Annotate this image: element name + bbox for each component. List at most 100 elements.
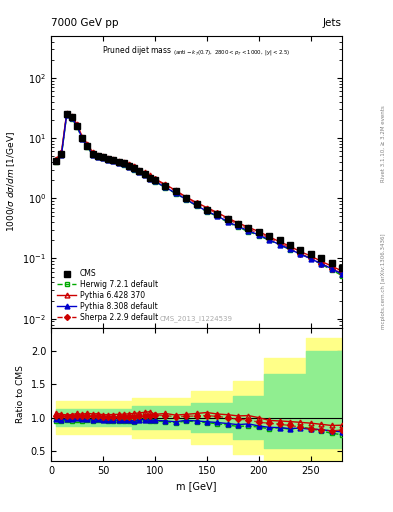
Pythia 6.428 370 (309, 253, 313, 259)
Sherpa 2.2.9 default (90, 150, 95, 156)
Herwig 7.2.1 default (101, 155, 105, 161)
Line: Herwig 7.2.1 default: Herwig 7.2.1 default (54, 113, 344, 278)
Sherpa 2.2.9 default (194, 200, 199, 206)
Pythia 8.308 default (132, 166, 136, 172)
Pythia 6.428 370 (85, 141, 90, 147)
Pythia 6.428 370 (111, 156, 116, 162)
Herwig 7.2.1 default (225, 219, 230, 225)
Pythia 8.308 default (111, 158, 116, 164)
Pythia 8.308 default (152, 178, 157, 184)
CMS (54, 158, 59, 164)
CMS (340, 265, 344, 271)
Sherpa 2.2.9 default (246, 226, 251, 232)
Text: 7000 GeV pp: 7000 GeV pp (51, 18, 119, 28)
Pythia 8.308 default (127, 164, 131, 170)
Text: mcplots.cern.ch [arXiv:1306.3436]: mcplots.cern.ch [arXiv:1306.3436] (381, 234, 386, 329)
CMS (90, 151, 95, 157)
CMS (163, 183, 168, 189)
CMS (127, 162, 131, 168)
Pythia 8.308 default (340, 271, 344, 277)
CMS (267, 232, 272, 239)
CMS (132, 165, 136, 171)
Herwig 7.2.1 default (329, 267, 334, 273)
Herwig 7.2.1 default (132, 166, 136, 173)
Sherpa 2.2.9 default (267, 235, 272, 241)
Text: CMS_2013_I1224539: CMS_2013_I1224539 (160, 315, 233, 322)
Herwig 7.2.1 default (184, 197, 189, 203)
Pythia 6.428 370 (246, 224, 251, 230)
Sherpa 2.2.9 default (95, 153, 100, 159)
Sherpa 2.2.9 default (184, 195, 189, 201)
Herwig 7.2.1 default (309, 255, 313, 262)
Pythia 6.428 370 (215, 209, 220, 216)
Herwig 7.2.1 default (298, 251, 303, 257)
X-axis label: m [GeV]: m [GeV] (176, 481, 217, 491)
Text: Jets: Jets (323, 18, 342, 28)
CMS (298, 247, 303, 253)
Herwig 7.2.1 default (64, 112, 69, 118)
Sherpa 2.2.9 default (59, 150, 64, 156)
CMS (59, 151, 64, 157)
Pythia 6.428 370 (127, 161, 131, 167)
Pythia 6.428 370 (64, 110, 69, 116)
CMS (194, 201, 199, 207)
CMS (225, 216, 230, 222)
Herwig 7.2.1 default (340, 272, 344, 279)
Pythia 6.428 370 (137, 166, 142, 173)
Herwig 7.2.1 default (85, 144, 90, 150)
Sherpa 2.2.9 default (215, 210, 220, 217)
Sherpa 2.2.9 default (116, 159, 121, 165)
Pythia 6.428 370 (147, 173, 152, 179)
Pythia 8.308 default (204, 208, 209, 215)
Herwig 7.2.1 default (80, 136, 84, 142)
Pythia 6.428 370 (75, 121, 79, 127)
Pythia 6.428 370 (106, 155, 110, 161)
Pythia 6.428 370 (319, 258, 323, 264)
Legend: CMS, Herwig 7.2.1 default, Pythia 6.428 370, Pythia 8.308 default, Sherpa 2.2.9 : CMS, Herwig 7.2.1 default, Pythia 6.428 … (55, 267, 161, 324)
Sherpa 2.2.9 default (111, 157, 116, 163)
Pythia 6.428 370 (194, 200, 199, 206)
Pythia 6.428 370 (152, 176, 157, 182)
Pythia 8.308 default (225, 219, 230, 225)
CMS (70, 114, 74, 120)
Pythia 6.428 370 (54, 156, 59, 162)
CMS (101, 154, 105, 160)
Pythia 8.308 default (142, 172, 147, 178)
Sherpa 2.2.9 default (298, 251, 303, 257)
CMS (80, 135, 84, 141)
Pythia 6.428 370 (90, 150, 95, 156)
Text: Pruned dijet mass $_{(\mathrm{anti-}k_T(0.7),\ 2800<p_T<1000,\ |y|<2.5)}$: Pruned dijet mass $_{(\mathrm{anti-}k_T(… (103, 45, 290, 59)
Pythia 6.428 370 (142, 169, 147, 176)
Line: CMS: CMS (53, 111, 345, 271)
CMS (152, 177, 157, 183)
Pythia 8.308 default (101, 155, 105, 161)
Pythia 8.308 default (319, 261, 323, 267)
Sherpa 2.2.9 default (106, 156, 110, 162)
Pythia 8.308 default (147, 176, 152, 182)
Pythia 6.428 370 (329, 263, 334, 269)
CMS (329, 260, 334, 266)
Sherpa 2.2.9 default (163, 182, 168, 188)
Pythia 6.428 370 (277, 239, 282, 245)
Pythia 8.308 default (288, 246, 292, 252)
CMS (319, 255, 323, 262)
CMS (288, 242, 292, 248)
Pythia 8.308 default (121, 161, 126, 167)
Herwig 7.2.1 default (121, 162, 126, 168)
Herwig 7.2.1 default (319, 261, 323, 267)
Herwig 7.2.1 default (267, 237, 272, 243)
CMS (116, 159, 121, 165)
Pythia 6.428 370 (257, 228, 261, 234)
Herwig 7.2.1 default (127, 164, 131, 170)
Herwig 7.2.1 default (59, 152, 64, 158)
Pythia 6.428 370 (298, 248, 303, 254)
Line: Pythia 8.308 default: Pythia 8.308 default (54, 112, 344, 276)
Herwig 7.2.1 default (173, 190, 178, 197)
CMS (111, 157, 116, 163)
Sherpa 2.2.9 default (340, 270, 344, 276)
Pythia 6.428 370 (163, 181, 168, 187)
Pythia 8.308 default (184, 196, 189, 202)
Sherpa 2.2.9 default (204, 206, 209, 212)
Pythia 8.308 default (267, 237, 272, 243)
CMS (147, 175, 152, 181)
